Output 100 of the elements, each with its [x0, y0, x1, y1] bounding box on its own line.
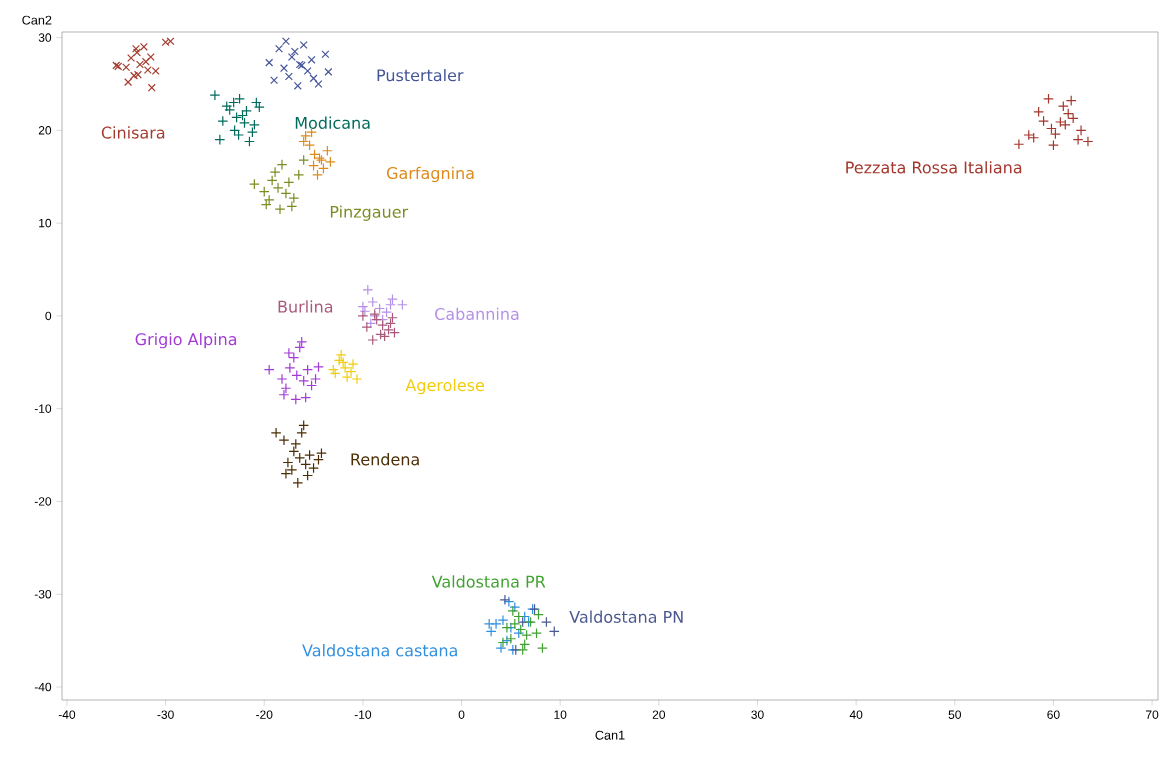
point	[275, 44, 284, 53]
point	[302, 470, 314, 481]
series-label: Cabannina	[435, 307, 519, 321]
point	[127, 53, 136, 62]
point	[293, 81, 302, 90]
point	[312, 169, 323, 181]
point	[396, 299, 408, 311]
point	[1013, 138, 1025, 150]
x-tick-label: -10	[354, 710, 372, 719]
point	[362, 284, 374, 296]
point	[280, 382, 292, 394]
point	[347, 358, 359, 370]
point	[537, 642, 548, 654]
point	[1065, 95, 1077, 107]
point	[303, 66, 312, 75]
point	[361, 321, 373, 333]
x-tick-label: 30	[751, 710, 764, 719]
point	[485, 625, 497, 637]
point	[214, 134, 226, 146]
point	[224, 104, 236, 116]
x-tick-label: 70	[1146, 710, 1159, 719]
point	[281, 37, 290, 46]
point	[244, 136, 255, 147]
x-tick-label: 60	[1047, 710, 1060, 719]
y-tick-label: -20	[34, 497, 52, 506]
point	[299, 40, 308, 49]
point	[324, 67, 333, 76]
series-label: Pezzata Rossa Italiana	[846, 161, 1022, 174]
point	[387, 312, 398, 324]
point	[309, 74, 318, 83]
point	[274, 203, 286, 215]
point	[314, 79, 323, 88]
point	[548, 625, 560, 637]
point	[132, 48, 141, 57]
point	[270, 76, 279, 85]
point	[385, 299, 396, 311]
point	[278, 389, 290, 401]
point	[495, 642, 507, 654]
y-tick-label: 30	[38, 33, 52, 42]
point	[341, 371, 353, 383]
point	[308, 160, 319, 171]
x-axis-title: Can1	[595, 730, 625, 740]
point	[260, 199, 272, 210]
y-tick-label: -30	[34, 589, 52, 599]
point	[258, 186, 270, 197]
series-label: Rendena	[351, 453, 419, 466]
point	[147, 83, 156, 92]
point	[290, 394, 302, 405]
text: Cinisara	[101, 126, 165, 139]
point	[300, 392, 312, 403]
text: Grigio Alpina	[135, 332, 237, 349]
point	[310, 373, 321, 385]
point	[130, 71, 139, 80]
point	[287, 53, 296, 62]
point	[278, 434, 290, 446]
point	[1082, 136, 1094, 147]
point	[313, 361, 324, 373]
point	[308, 462, 319, 474]
point	[501, 622, 513, 634]
point	[292, 477, 304, 489]
point	[387, 293, 398, 305]
y-tick-label: 0	[45, 311, 52, 321]
point	[316, 447, 327, 459]
point	[367, 334, 379, 346]
point	[1033, 106, 1045, 118]
point	[290, 438, 302, 450]
point	[517, 644, 529, 656]
x-tick-label: 0	[458, 710, 465, 719]
point	[329, 368, 341, 379]
point	[385, 317, 396, 329]
point	[505, 633, 517, 645]
point	[286, 201, 298, 212]
point	[300, 130, 312, 142]
point	[269, 166, 281, 178]
point	[133, 70, 142, 79]
point	[284, 362, 296, 374]
point	[313, 454, 324, 466]
point	[241, 105, 252, 117]
point	[540, 616, 552, 628]
x-tick-label: -20	[256, 710, 273, 719]
point	[318, 162, 329, 174]
text: Agerolese	[405, 378, 485, 395]
point	[327, 364, 339, 376]
point	[533, 609, 544, 621]
text: Pinzgauer	[330, 205, 409, 221]
point	[263, 364, 275, 376]
x-tick-label: -40	[58, 710, 76, 719]
y-tick-label: 20	[38, 126, 52, 135]
point	[302, 364, 314, 376]
point	[124, 78, 133, 87]
point	[221, 100, 233, 112]
point	[234, 93, 245, 105]
point	[497, 614, 509, 626]
text: Pustertaler	[377, 68, 464, 82]
point	[321, 50, 330, 59]
point	[321, 145, 333, 157]
x-tick-label: 50	[948, 710, 961, 719]
point	[296, 427, 308, 439]
x-tick-label: 40	[849, 710, 863, 719]
point	[265, 58, 274, 67]
